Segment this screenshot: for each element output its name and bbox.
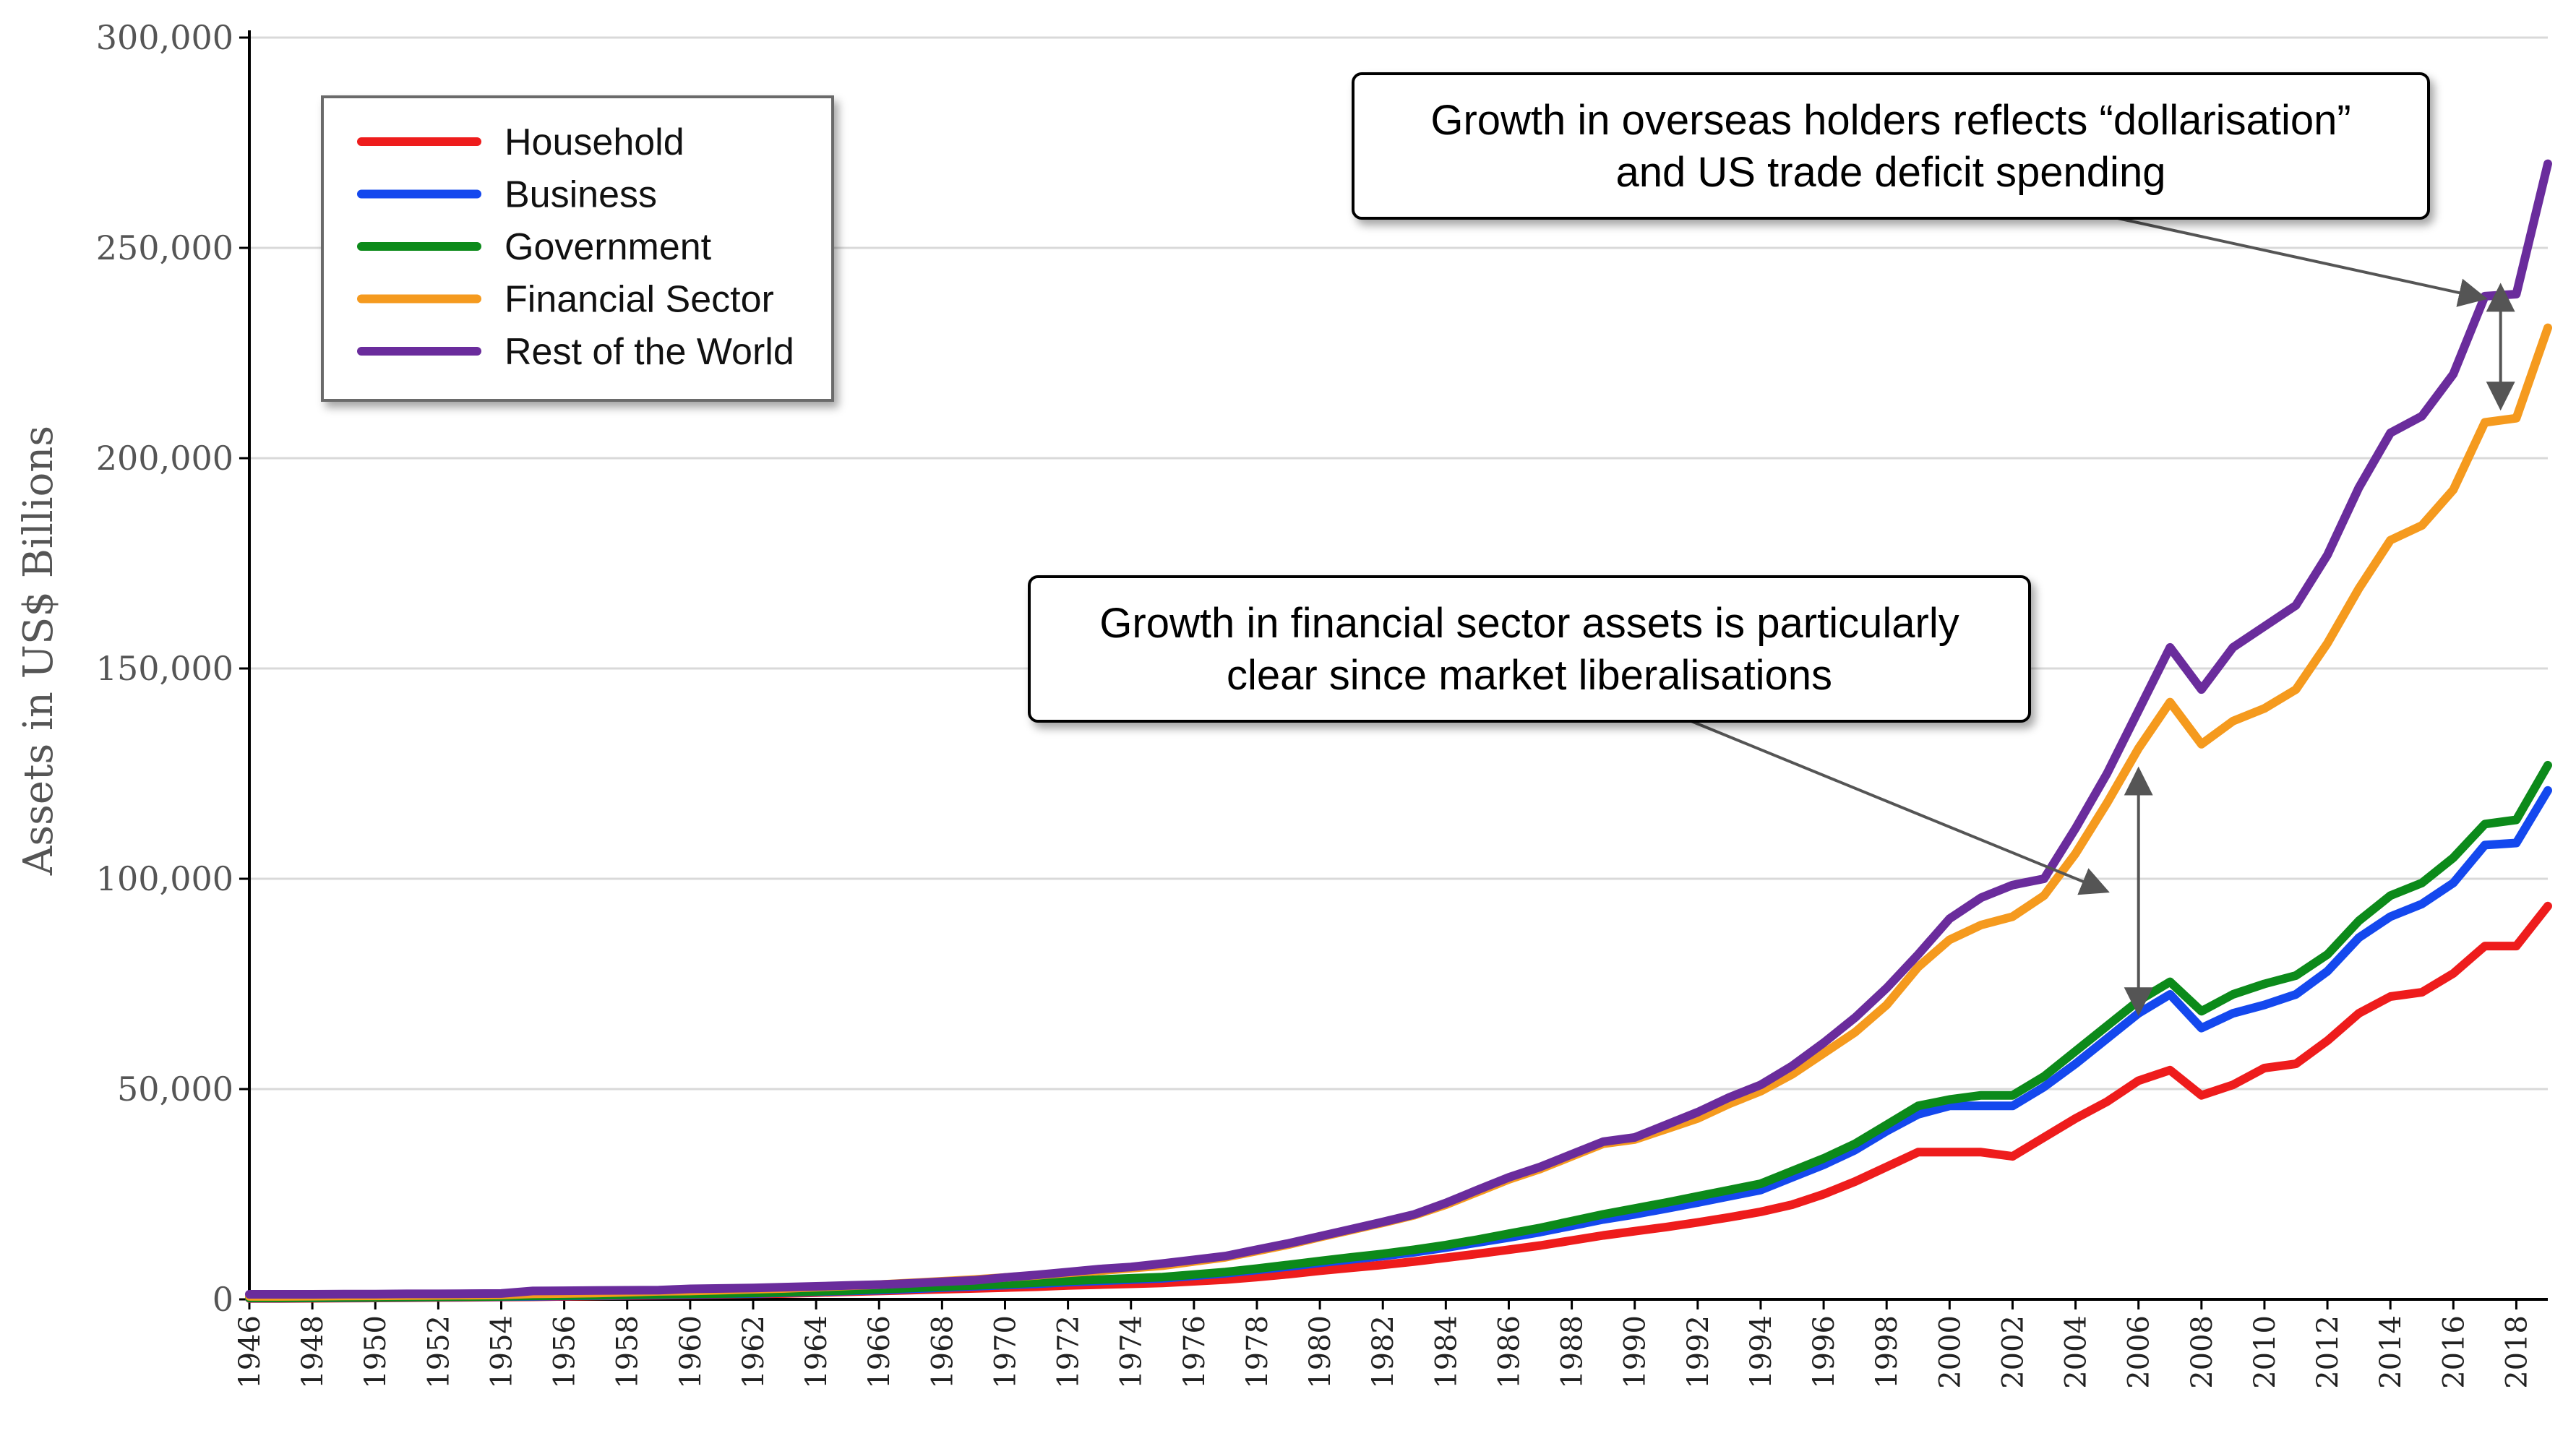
x-tick-label: 1982 [1367,1315,1400,1389]
x-tick-label: 2006 [2123,1315,2156,1389]
x-tick-label: 1968 [926,1315,959,1389]
x-tick-label: 1958 [611,1315,645,1389]
y-tick-label: 300,000 [96,18,233,57]
annotation-arrow [1691,720,2110,895]
y-axis-label: Assets in US$ Billions [15,426,62,876]
x-tick-label: 2002 [1996,1315,2030,1389]
x-tick-label: 1998 [1871,1315,1904,1389]
x-tick-label: 1972 [1052,1315,1086,1389]
x-tick-label: 1970 [989,1315,1022,1389]
series-lines [245,159,2552,1303]
x-tick-label: 1964 [800,1315,833,1389]
x-tick-label: 1950 [359,1315,392,1389]
x-tick-label: 1962 [737,1315,770,1389]
x-tick-label: 2012 [2311,1315,2345,1389]
x-tick-label: 1946 [233,1315,267,1389]
x-tick-label: 1996 [1808,1315,1841,1389]
annotation-arrow [2117,217,2488,307]
legend-label-household: Household [505,121,684,163]
y-tick-label: 250,000 [96,228,233,267]
y-tick-label: 50,000 [117,1070,233,1109]
x-tick-label: 1954 [485,1315,518,1389]
x-tick-label: 1978 [1241,1315,1274,1389]
x-tick-label: 1974 [1115,1315,1149,1389]
y-axis-ticks: 0 50,000 100,000 150,000 200,000 250,000 300,0… [96,18,249,1319]
y-tick-label: 0 [212,1280,233,1319]
annotation-text: and US trade deficit spending [1616,149,2166,196]
x-tick-label: 1948 [296,1315,330,1389]
legend-label-business: Business [505,174,657,216]
series-line-household [245,901,2552,1303]
series-line-financial-sector [245,323,2552,1301]
annotation-text: Growth in overseas holders reflects “dol… [1430,97,2350,144]
annotation-text: clear since market liberalisations [1227,652,1832,699]
legend-label-government: Government [505,226,712,268]
annotation-text: Growth in financial sector assets is par… [1099,600,1959,647]
x-tick-label: 1992 [1682,1315,1715,1389]
annotation-box [1352,72,2430,220]
series-line-rest-of-the-world [245,159,2552,1299]
x-axis-ticks: 1946 1948 1950 1952 1954 1956 1958 1960 1962 1964… [233,1299,2533,1389]
y-tick-label: 200,000 [96,439,233,478]
x-tick-label: 1976 [1178,1315,1211,1389]
x-tick-label: 1994 [1745,1315,1778,1389]
x-tick-label: 2016 [2437,1315,2470,1389]
x-tick-label: 1966 [863,1315,896,1389]
x-tick-label: 1986 [1493,1315,1526,1389]
y-tick-label: 100,000 [96,859,233,898]
x-tick-label: 1952 [422,1315,455,1389]
x-tick-label: 1988 [1556,1315,1589,1389]
x-tick-label: 2004 [2060,1315,2093,1389]
annotations: Growth in overseas holders reflects “dol… [1028,72,2515,1017]
x-tick-label: 2018 [2500,1315,2533,1389]
x-tick-label: 1990 [1619,1315,1652,1389]
y-tick-label: 150,000 [96,649,233,688]
x-tick-label: 1984 [1430,1315,1463,1389]
x-tick-label: 2000 [1933,1315,1967,1389]
x-tick-label: 1980 [1304,1315,1337,1389]
x-tick-label: 1960 [674,1315,708,1389]
x-tick-label: 2008 [2186,1315,2219,1389]
x-tick-label: 2014 [2374,1315,2408,1389]
legend-label-rest-of-the-world: Rest of the World [505,331,794,373]
legend-label-financial-sector: Financial Sector [505,279,774,321]
legend: Household Business Government Financial Sec… [321,95,834,402]
annotation-box [1028,575,2031,723]
x-tick-label: 1956 [549,1315,582,1389]
x-tick-label: 2010 [2249,1315,2282,1389]
